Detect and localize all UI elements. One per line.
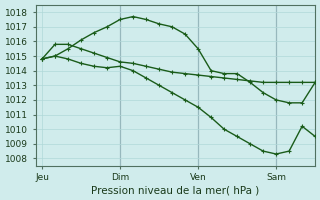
- X-axis label: Pression niveau de la mer( hPa ): Pression niveau de la mer( hPa ): [91, 185, 260, 195]
